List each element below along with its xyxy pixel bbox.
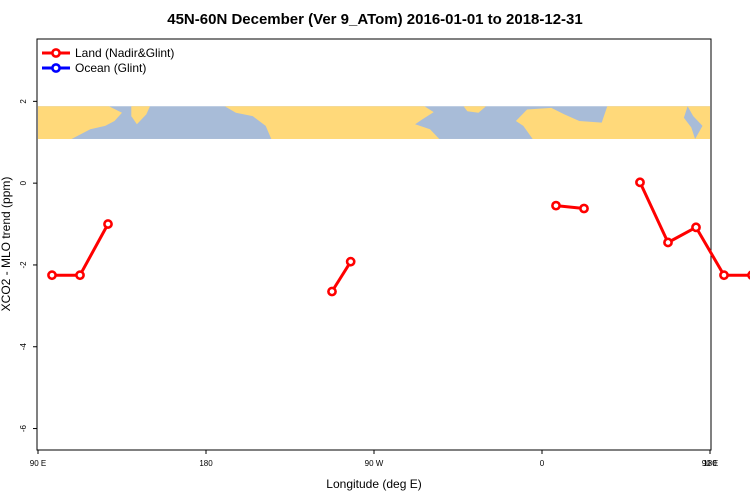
map-land-5: [515, 106, 696, 139]
y-tick-label: -2: [19, 261, 28, 269]
plot-frame: [36, 38, 712, 451]
data-point: [75, 270, 85, 281]
data-point: [47, 270, 57, 281]
y-tick-label: -4: [19, 343, 28, 351]
world-map-band: [38, 106, 710, 139]
series-line-1-4: [638, 181, 750, 277]
legend-label: Land (Nadir&Glint): [75, 46, 174, 60]
map-land-3: [224, 106, 440, 139]
x-axis-label: Longitude (deg E): [326, 477, 421, 491]
map-land-2: [131, 106, 150, 125]
legend: Land (Nadir&Glint)Ocean (Glint): [42, 46, 174, 75]
data-point: [103, 219, 113, 229]
x-tick-label: 90 E: [30, 459, 46, 468]
series-line-1-2: [330, 260, 352, 293]
data-point: [719, 270, 729, 281]
x-tick-label: 90 E: [702, 459, 718, 468]
data-point: [691, 222, 701, 233]
x-tick-label: 0: [540, 459, 545, 468]
y-tick-label: 2: [19, 99, 28, 104]
y-axis: 2 0 -2 -4 -6: [19, 99, 37, 432]
series-line-1-1: [52, 223, 110, 277]
y-tick-label: 0: [19, 180, 28, 185]
legend-label: Ocean (Glint): [75, 61, 146, 75]
x-tick-label: 180: [199, 459, 213, 468]
data-point: [345, 256, 356, 267]
map-land-6: [687, 106, 710, 139]
data-point: [327, 286, 337, 297]
series-layer: [47, 177, 750, 297]
data-point: [551, 200, 561, 211]
data-point: [635, 177, 645, 188]
y-axis-label: XCO2 - MLO trend (ppm): [0, 177, 13, 312]
data-point: [663, 237, 673, 248]
chart-title: 45N-60N December (Ver 9_ATom) 2016-01-01…: [167, 11, 583, 28]
x-tick-label: 180: [703, 459, 717, 468]
x-tick-label: 90 W: [365, 459, 384, 468]
legend-swatch-marker: [51, 63, 61, 73]
map-land-1: [38, 106, 122, 139]
data-point: [579, 203, 589, 214]
legend-swatch-marker: [51, 48, 61, 58]
y-tick-label: -6: [19, 424, 28, 432]
map-land-4: [463, 106, 486, 113]
